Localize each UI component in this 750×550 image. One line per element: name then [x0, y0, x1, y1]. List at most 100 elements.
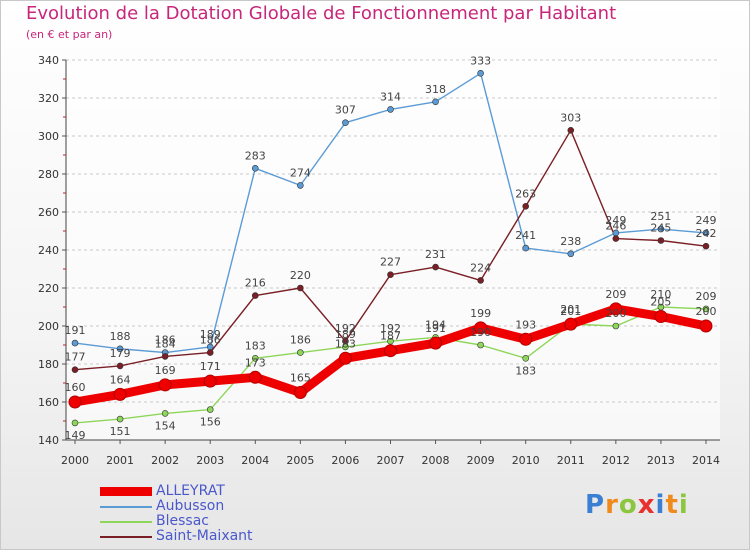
data-label-saint-maixant: 184 — [155, 337, 176, 350]
data-point-aubusson — [432, 98, 439, 106]
data-point-alleyrat — [203, 374, 217, 388]
data-point-aubusson — [567, 250, 575, 258]
logo-letter: x — [637, 490, 656, 520]
data-point-blessac — [297, 349, 304, 356]
x-tick-label: 2005 — [286, 454, 314, 467]
legend-label-saint-maixant: Saint-Maixant — [156, 528, 253, 544]
data-label-alleyrat: 187 — [380, 330, 401, 343]
logo-letter: o — [618, 490, 638, 520]
data-label-blessac: 151 — [110, 425, 131, 438]
data-point-saint-maixant — [297, 284, 304, 292]
legend-swatch-saint-maixant — [100, 536, 152, 538]
data-label-saint-maixant: 220 — [290, 269, 311, 282]
data-label-saint-maixant: 192 — [335, 322, 356, 335]
data-label-saint-maixant: 263 — [515, 187, 536, 200]
data-point-aubusson — [251, 165, 259, 172]
data-point-blessac — [702, 305, 710, 313]
data-label-alleyrat: 169 — [155, 364, 176, 377]
data-label-saint-maixant: 227 — [380, 256, 401, 269]
x-tick-label: 2001 — [106, 454, 134, 467]
data-label-saint-maixant: 246 — [605, 220, 626, 233]
data-label-aubusson: 314 — [380, 90, 401, 103]
data-point-blessac — [612, 322, 620, 330]
data-label-alleyrat: 200 — [695, 305, 716, 318]
data-label-alleyrat: 199 — [470, 307, 491, 320]
y-tick-label: 200 — [38, 320, 59, 333]
data-label-alleyrat: 164 — [110, 373, 131, 386]
chart-title: Evolution de la Dotation Globale de Fonc… — [26, 3, 617, 24]
data-point-saint-maixant — [116, 362, 124, 370]
data-point-aubusson — [342, 119, 349, 126]
logo-letter: t — [665, 490, 679, 520]
data-label-saint-maixant: 216 — [245, 277, 266, 290]
data-point-aubusson — [702, 229, 710, 237]
data-point-blessac — [251, 354, 259, 362]
data-point-blessac — [71, 419, 79, 427]
data-point-alleyrat — [429, 336, 443, 350]
x-tick-label: 2010 — [512, 454, 540, 467]
data-point-alleyrat — [338, 351, 352, 365]
data-label-blessac: 192 — [380, 322, 401, 335]
data-point-alleyrat — [383, 344, 397, 358]
data-label-blessac: 200 — [605, 307, 626, 320]
data-label-aubusson: 186 — [155, 334, 176, 347]
data-point-saint-maixant — [71, 366, 79, 374]
data-point-saint-maixant — [522, 203, 530, 210]
data-label-aubusson: 283 — [245, 149, 266, 162]
x-tick-label: 2012 — [602, 454, 630, 467]
data-point-alleyrat — [68, 395, 82, 409]
logo-letter: r — [605, 490, 619, 520]
data-label-aubusson: 274 — [290, 166, 311, 179]
y-tick-label: 260 — [38, 206, 59, 219]
x-tick-label: 2011 — [557, 454, 585, 467]
data-label-alleyrat: 201 — [560, 303, 581, 316]
x-tick-label: 2007 — [376, 454, 404, 467]
data-label-alleyrat: 165 — [290, 372, 311, 385]
data-point-saint-maixant — [567, 127, 575, 134]
data-label-alleyrat: 205 — [650, 296, 671, 309]
x-tick-label: 2013 — [647, 454, 675, 467]
data-label-alleyrat: 173 — [245, 356, 266, 369]
legend-swatch-alleyrat — [100, 487, 152, 496]
data-point-aubusson — [477, 70, 484, 77]
data-point-saint-maixant — [387, 271, 394, 279]
data-label-aubusson: 191 — [65, 324, 86, 337]
data-label-saint-maixant: 179 — [110, 347, 131, 360]
data-label-saint-maixant: 231 — [425, 248, 446, 261]
data-point-saint-maixant — [251, 292, 259, 299]
data-label-saint-maixant: 245 — [650, 222, 671, 235]
legend-label-aubusson: Aubusson — [156, 498, 225, 514]
data-point-blessac — [116, 415, 124, 423]
data-label-blessac: 190 — [470, 326, 491, 339]
data-point-saint-maixant — [702, 242, 710, 250]
data-point-alleyrat — [519, 332, 533, 346]
data-label-aubusson: 189 — [200, 328, 221, 341]
data-point-aubusson — [387, 106, 394, 113]
legend-label-blessac: Blessac — [156, 513, 209, 529]
y-tick-label: 140 — [38, 434, 59, 447]
data-point-saint-maixant — [612, 235, 620, 242]
data-label-aubusson: 249 — [605, 214, 626, 227]
data-label-blessac: 154 — [155, 419, 176, 432]
x-tick-label: 2009 — [467, 454, 495, 467]
legend-swatch-blessac — [100, 521, 152, 523]
x-tick-label: 2000 — [61, 454, 89, 467]
logo-letter: i — [678, 490, 689, 520]
data-label-saint-maixant: 186 — [200, 334, 221, 347]
y-tick-label: 220 — [38, 282, 59, 295]
data-point-saint-maixant — [161, 353, 169, 360]
data-label-alleyrat: 183 — [335, 337, 356, 350]
data-point-alleyrat — [113, 387, 127, 401]
data-label-aubusson: 307 — [335, 104, 356, 117]
data-label-alleyrat: 191 — [425, 322, 446, 335]
data-label-aubusson: 251 — [650, 210, 671, 223]
legend-label-alleyrat: ALLEYRAT — [156, 483, 225, 499]
data-label-blessac: 183 — [245, 339, 266, 352]
y-tick-label: 280 — [38, 168, 59, 181]
data-point-aubusson — [522, 244, 530, 252]
data-point-saint-maixant — [657, 237, 665, 244]
data-point-alleyrat — [564, 317, 578, 331]
data-label-saint-maixant: 177 — [65, 351, 86, 364]
data-point-aubusson — [297, 182, 304, 189]
